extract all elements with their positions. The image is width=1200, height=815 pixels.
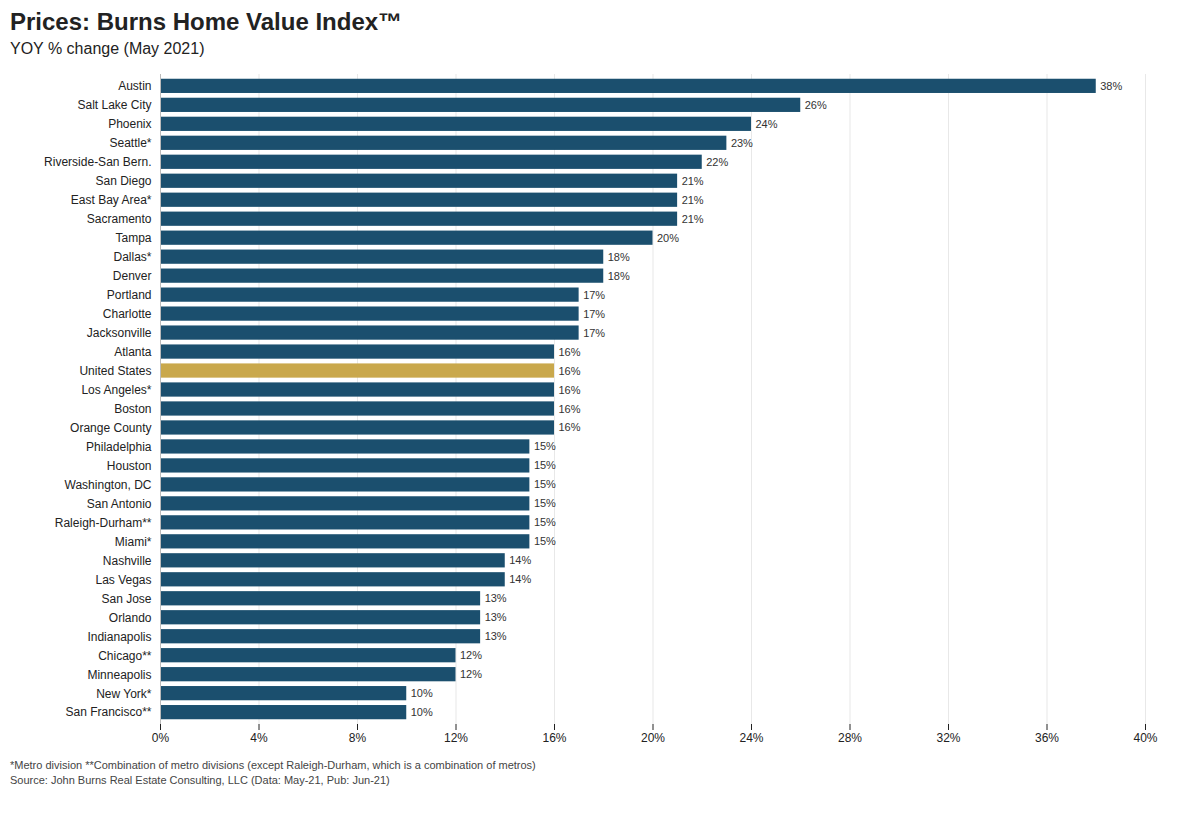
svg-text:0%: 0% [152, 731, 170, 745]
svg-text:Philadelphia: Philadelphia [86, 440, 152, 454]
svg-text:18%: 18% [608, 251, 630, 263]
svg-text:8%: 8% [349, 731, 367, 745]
svg-text:24%: 24% [756, 118, 778, 130]
svg-text:17%: 17% [583, 327, 605, 339]
svg-text:16%: 16% [559, 365, 581, 377]
svg-text:15%: 15% [534, 440, 556, 452]
svg-text:Dallas*: Dallas* [113, 250, 151, 264]
svg-text:Austin: Austin [118, 79, 151, 93]
svg-text:15%: 15% [534, 478, 556, 490]
svg-text:24%: 24% [739, 731, 763, 745]
svg-text:Las Vegas: Las Vegas [95, 573, 151, 587]
svg-text:20%: 20% [641, 731, 665, 745]
svg-text:36%: 36% [1035, 731, 1059, 745]
svg-text:Portland: Portland [107, 288, 152, 302]
svg-text:United States: United States [79, 364, 151, 378]
svg-text:23%: 23% [731, 137, 753, 149]
svg-text:15%: 15% [534, 497, 556, 509]
svg-text:Los Angeles*: Los Angeles* [81, 383, 151, 397]
html-text:Prices: Burns Home Value Index: Prices: Burns Home Value Index™ [10, 8, 403, 35]
svg-text:14%: 14% [509, 554, 531, 566]
svg-text:4%: 4% [250, 731, 268, 745]
svg-text:28%: 28% [838, 731, 862, 745]
svg-text:Charlotte: Charlotte [103, 307, 152, 321]
svg-text:16%: 16% [559, 403, 581, 415]
svg-text:Washington, DC: Washington, DC [65, 478, 152, 492]
svg-text:Boston: Boston [114, 402, 151, 416]
svg-text:15%: 15% [534, 516, 556, 528]
svg-text:12%: 12% [460, 649, 482, 661]
svg-text:Salt Lake City: Salt Lake City [77, 98, 151, 112]
svg-text:12%: 12% [460, 668, 482, 680]
svg-text:Jacksonville: Jacksonville [87, 326, 152, 340]
svg-text:15%: 15% [534, 535, 556, 547]
svg-text:18%: 18% [608, 270, 630, 282]
svg-text:Riverside-San Bern.: Riverside-San Bern. [44, 155, 151, 169]
html-text:YOY % change (May 2021): YOY % change (May 2021) [10, 40, 205, 57]
svg-text:Seattle*: Seattle* [109, 136, 151, 150]
svg-text:San Diego: San Diego [95, 174, 151, 188]
svg-text:17%: 17% [583, 308, 605, 320]
svg-text:San Antonio: San Antonio [87, 497, 152, 511]
svg-text:Indianapolis: Indianapolis [87, 630, 151, 644]
svg-text:Chicago**: Chicago** [98, 649, 152, 663]
svg-text:Tampa: Tampa [115, 231, 151, 245]
svg-text:21%: 21% [682, 175, 704, 187]
svg-text:New York*: New York* [96, 687, 152, 701]
svg-text:Raleigh-Durham**: Raleigh-Durham** [55, 516, 152, 530]
svg-text:10%: 10% [411, 706, 433, 718]
svg-text:40%: 40% [1133, 731, 1157, 745]
svg-text:Miami*: Miami* [115, 535, 152, 549]
svg-text:32%: 32% [936, 731, 960, 745]
svg-text:Nashville: Nashville [103, 554, 152, 568]
svg-text:21%: 21% [682, 213, 704, 225]
svg-text:20%: 20% [657, 232, 679, 244]
svg-text:Atlanta: Atlanta [114, 345, 152, 359]
svg-text:12%: 12% [444, 731, 468, 745]
svg-text:13%: 13% [485, 630, 507, 642]
svg-text:Denver: Denver [113, 269, 152, 283]
svg-text:Houston: Houston [107, 459, 152, 473]
svg-text:16%: 16% [559, 384, 581, 396]
svg-text:15%: 15% [534, 459, 556, 471]
svg-text:17%: 17% [583, 289, 605, 301]
svg-text:Phoenix: Phoenix [108, 117, 151, 131]
html-text:*Metro division **Combination: *Metro division **Combination of metro d… [10, 759, 536, 771]
svg-text:16%: 16% [559, 421, 581, 433]
svg-text:14%: 14% [509, 573, 531, 585]
svg-text:East Bay Area*: East Bay Area* [71, 193, 152, 207]
svg-text:Sacramento: Sacramento [87, 212, 152, 226]
svg-text:Orlando: Orlando [109, 611, 152, 625]
svg-text:38%: 38% [1100, 80, 1122, 92]
svg-text:10%: 10% [411, 687, 433, 699]
svg-text:Minneapolis: Minneapolis [87, 668, 151, 682]
svg-text:16%: 16% [559, 346, 581, 358]
html-text:Source: John Burns Real Estate: Source: John Burns Real Estate Consultin… [10, 773, 390, 786]
svg-text:22%: 22% [706, 156, 728, 168]
svg-text:San Jose: San Jose [101, 592, 151, 606]
svg-text:16%: 16% [542, 731, 566, 745]
svg-text:Orange County: Orange County [70, 421, 151, 435]
svg-text:21%: 21% [682, 194, 704, 206]
svg-text:13%: 13% [485, 592, 507, 604]
svg-text:26%: 26% [805, 99, 827, 111]
svg-text:San Francisco**: San Francisco** [65, 705, 151, 719]
svg-text:13%: 13% [485, 611, 507, 623]
